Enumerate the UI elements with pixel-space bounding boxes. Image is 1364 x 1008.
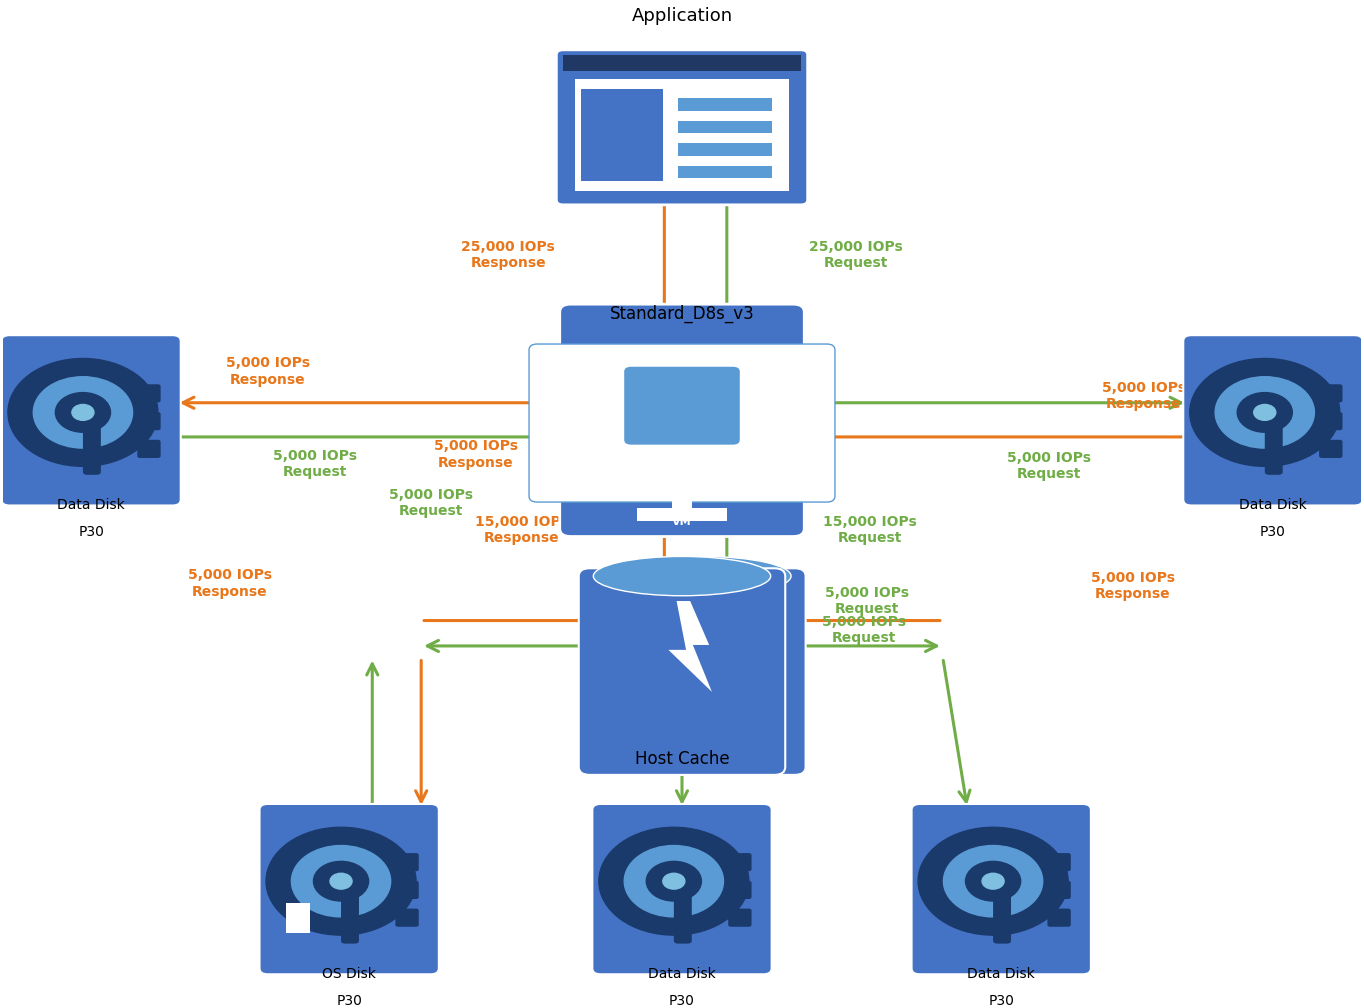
FancyBboxPatch shape xyxy=(728,853,752,871)
Circle shape xyxy=(33,377,132,449)
Text: Data Disk: Data Disk xyxy=(648,968,716,981)
FancyBboxPatch shape xyxy=(396,853,419,871)
Text: Data Disk: Data Disk xyxy=(57,499,125,512)
FancyBboxPatch shape xyxy=(728,908,752,926)
FancyBboxPatch shape xyxy=(1264,397,1282,475)
FancyBboxPatch shape xyxy=(1319,439,1342,458)
Text: P30: P30 xyxy=(670,994,694,1008)
Text: Standard_D8s_v3: Standard_D8s_v3 xyxy=(610,304,754,323)
FancyBboxPatch shape xyxy=(993,866,1011,943)
Text: 5,000 IOPs
Request: 5,000 IOPs Request xyxy=(667,731,752,761)
Circle shape xyxy=(966,862,1020,901)
Text: 5,000 IOPs
Request: 5,000 IOPs Request xyxy=(273,450,357,480)
Circle shape xyxy=(982,873,1004,889)
Ellipse shape xyxy=(593,556,771,596)
FancyBboxPatch shape xyxy=(599,569,806,775)
FancyBboxPatch shape xyxy=(563,54,801,71)
FancyBboxPatch shape xyxy=(592,804,772,975)
FancyBboxPatch shape xyxy=(1048,881,1071,899)
Circle shape xyxy=(266,828,416,935)
FancyBboxPatch shape xyxy=(728,881,752,899)
Text: P30: P30 xyxy=(337,994,361,1008)
Text: 5,000 IOPs
Response: 5,000 IOPs Response xyxy=(188,569,271,599)
Circle shape xyxy=(599,828,749,935)
Text: 5,000 IOPs
Response: 5,000 IOPs Response xyxy=(434,439,517,470)
FancyBboxPatch shape xyxy=(529,344,835,502)
Text: 5,000 IOPs
Request: 5,000 IOPs Request xyxy=(389,488,473,518)
Circle shape xyxy=(8,359,158,467)
FancyBboxPatch shape xyxy=(581,90,663,181)
Text: 5,000 IOPs
Request: 5,000 IOPs Request xyxy=(1007,452,1091,482)
FancyBboxPatch shape xyxy=(285,902,310,932)
Text: Application: Application xyxy=(632,7,732,25)
Text: P30: P30 xyxy=(78,525,104,539)
Text: 5,000 IOPs
Response: 5,000 IOPs Response xyxy=(225,357,310,387)
Circle shape xyxy=(1254,404,1275,420)
Text: Host Cache: Host Cache xyxy=(634,750,730,768)
Circle shape xyxy=(330,873,352,889)
Polygon shape xyxy=(668,601,712,691)
FancyBboxPatch shape xyxy=(674,866,692,943)
FancyBboxPatch shape xyxy=(911,804,1091,975)
FancyBboxPatch shape xyxy=(559,304,805,536)
FancyBboxPatch shape xyxy=(578,569,786,775)
FancyBboxPatch shape xyxy=(1048,853,1071,871)
Text: Data Disk: Data Disk xyxy=(1239,499,1307,512)
FancyBboxPatch shape xyxy=(1319,384,1342,402)
FancyBboxPatch shape xyxy=(576,80,788,192)
Circle shape xyxy=(663,873,685,889)
Circle shape xyxy=(1189,359,1339,467)
Circle shape xyxy=(1237,392,1292,432)
FancyBboxPatch shape xyxy=(672,482,692,512)
FancyBboxPatch shape xyxy=(1048,908,1071,926)
FancyBboxPatch shape xyxy=(259,804,439,975)
FancyBboxPatch shape xyxy=(138,412,161,430)
Text: 5,000 IOPs
Response: 5,000 IOPs Response xyxy=(1091,572,1174,602)
FancyBboxPatch shape xyxy=(1,336,181,505)
FancyBboxPatch shape xyxy=(678,121,772,133)
FancyBboxPatch shape xyxy=(678,165,772,178)
FancyBboxPatch shape xyxy=(637,508,727,521)
FancyBboxPatch shape xyxy=(678,143,772,155)
Text: 25,000 IOPs
Response: 25,000 IOPs Response xyxy=(461,240,555,270)
FancyBboxPatch shape xyxy=(623,366,741,446)
Circle shape xyxy=(918,828,1068,935)
FancyBboxPatch shape xyxy=(341,866,359,943)
Ellipse shape xyxy=(614,556,791,596)
Text: 5,000 IOPs
Response: 5,000 IOPs Response xyxy=(1102,381,1185,411)
Circle shape xyxy=(625,846,723,917)
Circle shape xyxy=(314,862,368,901)
FancyBboxPatch shape xyxy=(678,99,772,111)
Text: OS Disk: OS Disk xyxy=(322,968,376,981)
Text: 5,000 IOPs
Request: 5,000 IOPs Request xyxy=(825,586,908,616)
Text: 15,000 IOPs
Response: 15,000 IOPs Response xyxy=(475,515,569,544)
Circle shape xyxy=(56,392,110,432)
Circle shape xyxy=(1215,377,1315,449)
FancyBboxPatch shape xyxy=(138,384,161,402)
Text: P30: P30 xyxy=(1260,525,1286,539)
FancyBboxPatch shape xyxy=(138,439,161,458)
Text: 25,000 IOPs
Request: 25,000 IOPs Request xyxy=(809,240,903,270)
FancyBboxPatch shape xyxy=(83,397,101,475)
Circle shape xyxy=(944,846,1042,917)
Text: P30: P30 xyxy=(989,994,1015,1008)
FancyBboxPatch shape xyxy=(396,908,419,926)
FancyBboxPatch shape xyxy=(1183,336,1363,505)
FancyBboxPatch shape xyxy=(396,881,419,899)
FancyBboxPatch shape xyxy=(557,49,807,205)
Text: Data Disk: Data Disk xyxy=(967,968,1035,981)
FancyBboxPatch shape xyxy=(1319,412,1342,430)
Circle shape xyxy=(292,846,390,917)
Text: VM: VM xyxy=(672,517,692,527)
Circle shape xyxy=(72,404,94,420)
Circle shape xyxy=(647,862,701,901)
Text: 5,000 IOPs
Request: 5,000 IOPs Request xyxy=(822,615,906,645)
Text: 15,000 IOPs
Request: 15,000 IOPs Request xyxy=(822,515,917,544)
